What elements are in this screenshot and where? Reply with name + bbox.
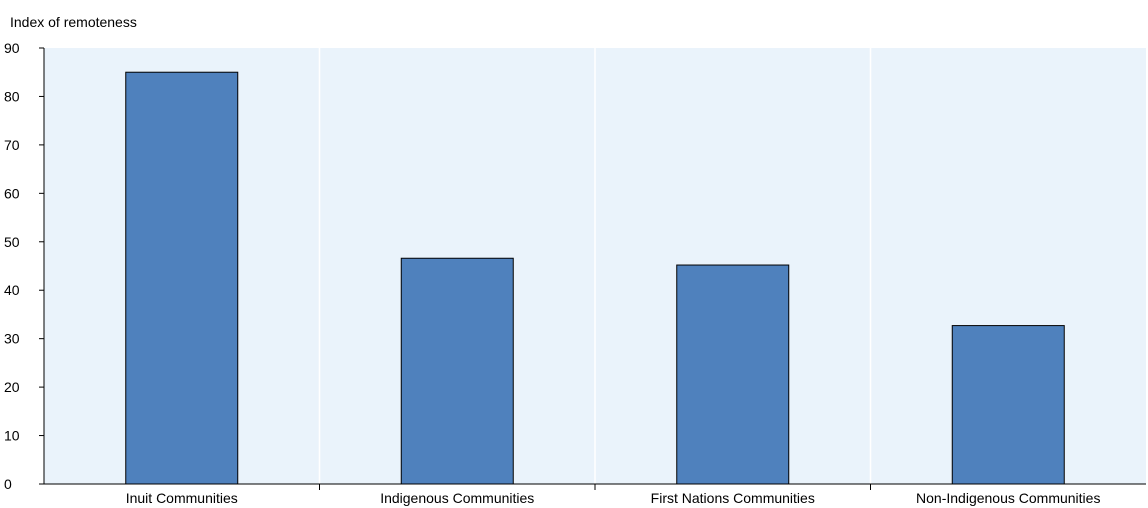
y-tick-label: 50 xyxy=(4,234,20,250)
y-tick-label: 70 xyxy=(4,137,20,153)
axes xyxy=(39,47,1146,490)
y-tick-label: 0 xyxy=(4,476,12,492)
bar xyxy=(400,257,514,485)
x-tick-label: First Nations Communities xyxy=(651,490,815,506)
x-tick-label: Non-Indigenous Communities xyxy=(916,490,1100,506)
y-tick-label: 10 xyxy=(4,428,20,444)
y-tick-label: 60 xyxy=(4,185,20,201)
y-tick-label: 90 xyxy=(4,40,20,56)
bar xyxy=(676,264,790,485)
y-tick-label: 80 xyxy=(4,88,20,104)
x-tick-labels: Inuit Communities Indigenous Communities F… xyxy=(126,490,1101,506)
y-tick-labels: 0 10 20 30 40 50 60 70 80 90 xyxy=(4,40,20,492)
x-tick-label: Inuit Communities xyxy=(126,490,238,506)
y-tick-label: 20 xyxy=(4,379,20,395)
y-tick-label: 40 xyxy=(4,282,20,298)
y-tick-label: 30 xyxy=(4,331,20,347)
y-axis-title: Index of remoteness xyxy=(10,14,137,30)
gridlines xyxy=(318,48,872,484)
bars xyxy=(125,71,1065,485)
x-tick-label: Indigenous Communities xyxy=(380,490,534,506)
bar xyxy=(125,71,239,485)
bar xyxy=(951,325,1065,485)
